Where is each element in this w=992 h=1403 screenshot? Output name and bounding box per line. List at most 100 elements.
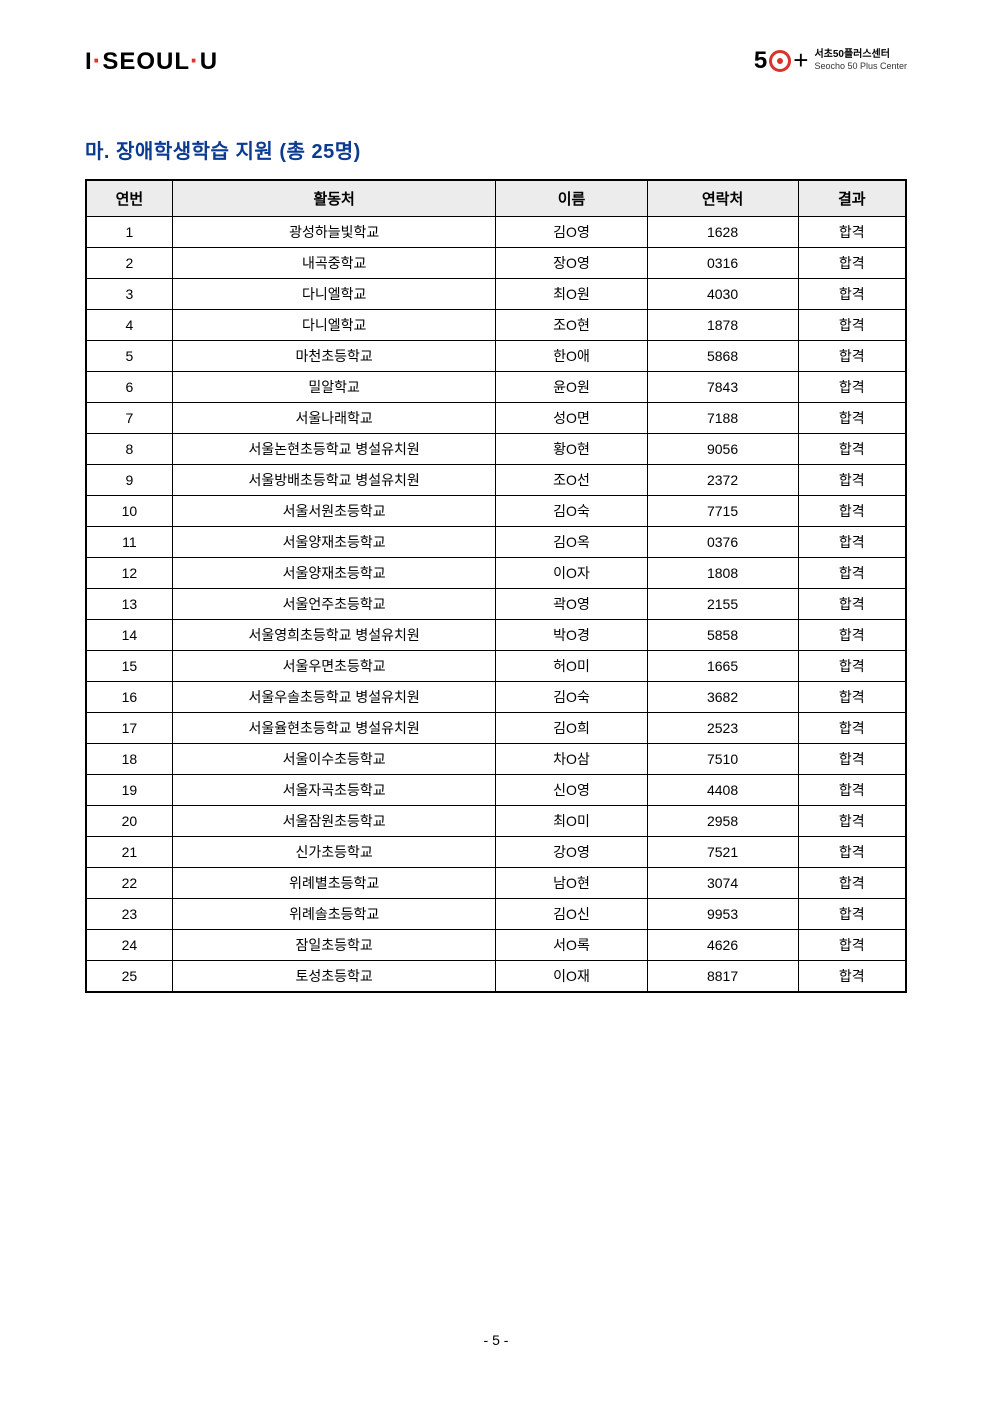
- cell-contact: 2523: [647, 713, 798, 744]
- cell-contact: 7510: [647, 744, 798, 775]
- cell-num: 8: [86, 434, 172, 465]
- cell-result: 합격: [798, 403, 906, 434]
- cell-place: 마천초등학교: [172, 341, 496, 372]
- table-row: 20서울잠원초등학교최O미2958합격: [86, 806, 906, 837]
- cell-place: 토성초등학교: [172, 961, 496, 993]
- cell-result: 합격: [798, 806, 906, 837]
- cell-num: 3: [86, 279, 172, 310]
- cell-place: 밀알학교: [172, 372, 496, 403]
- logo-name-kr: 서초50플러스센터: [814, 49, 907, 61]
- cell-num: 25: [86, 961, 172, 993]
- cell-name: 최O미: [496, 806, 647, 837]
- logo-plus-icon: +: [793, 45, 808, 76]
- cell-contact: 9056: [647, 434, 798, 465]
- section-title: 마. 장애학생학습 지원 (총 25명): [85, 135, 907, 164]
- cell-num: 24: [86, 930, 172, 961]
- cell-place: 다니엘학교: [172, 310, 496, 341]
- cell-num: 19: [86, 775, 172, 806]
- table-row: 25토성초등학교이O재8817합격: [86, 961, 906, 993]
- cell-num: 11: [86, 527, 172, 558]
- cell-contact: 2372: [647, 465, 798, 496]
- cell-num: 15: [86, 651, 172, 682]
- cell-contact: 5868: [647, 341, 798, 372]
- seoul-logo: I·SEOUL·U: [85, 45, 218, 76]
- table-row: 14서울영희초등학교 병설유치원박O경5858합격: [86, 620, 906, 651]
- table-row: 1광성하늘빛학교김O영1628합격: [86, 217, 906, 248]
- cell-name: 곽O영: [496, 589, 647, 620]
- table-row: 17서울율현초등학교 병설유치원김O희2523합격: [86, 713, 906, 744]
- cell-contact: 9953: [647, 899, 798, 930]
- table-row: 24잠일초등학교서O록4626합격: [86, 930, 906, 961]
- cell-place: 서울언주초등학교: [172, 589, 496, 620]
- cell-result: 합격: [798, 465, 906, 496]
- cell-num: 13: [86, 589, 172, 620]
- cell-contact: 0376: [647, 527, 798, 558]
- cell-num: 10: [86, 496, 172, 527]
- table-row: 15서울우면초등학교허O미1665합격: [86, 651, 906, 682]
- cell-num: 6: [86, 372, 172, 403]
- cell-name: 김O희: [496, 713, 647, 744]
- cell-place: 다니엘학교: [172, 279, 496, 310]
- table-row: 23위례솔초등학교김O신9953합격: [86, 899, 906, 930]
- cell-name: 서O록: [496, 930, 647, 961]
- col-header-name: 이름: [496, 180, 647, 217]
- cell-result: 합격: [798, 868, 906, 899]
- cell-contact: 2155: [647, 589, 798, 620]
- cell-num: 16: [86, 682, 172, 713]
- table-row: 5마천초등학교한O애5868합격: [86, 341, 906, 372]
- cell-place: 서울자곡초등학교: [172, 775, 496, 806]
- cell-name: 남O현: [496, 868, 647, 899]
- cell-num: 7: [86, 403, 172, 434]
- cell-name: 차O삼: [496, 744, 647, 775]
- cell-num: 22: [86, 868, 172, 899]
- cell-name: 김O숙: [496, 682, 647, 713]
- cell-name: 조O선: [496, 465, 647, 496]
- cell-place: 서울나래학교: [172, 403, 496, 434]
- logo-name-block: 서초50플러스센터 Seocho 50 Plus Center: [814, 49, 907, 72]
- cell-place: 서울양재초등학교: [172, 527, 496, 558]
- cell-result: 합격: [798, 341, 906, 372]
- cell-num: 20: [86, 806, 172, 837]
- cell-place: 서울논현초등학교 병설유치원: [172, 434, 496, 465]
- logo-circle-icon: [769, 50, 791, 72]
- table-row: 8서울논현초등학교 병설유치원황O현9056합격: [86, 434, 906, 465]
- cell-contact: 7521: [647, 837, 798, 868]
- cell-result: 합격: [798, 589, 906, 620]
- cell-result: 합격: [798, 217, 906, 248]
- cell-name: 허O미: [496, 651, 647, 682]
- table-row: 6밀알학교윤O원7843합격: [86, 372, 906, 403]
- logo-text-i: I: [85, 48, 93, 75]
- cell-name: 성O면: [496, 403, 647, 434]
- cell-contact: 3074: [647, 868, 798, 899]
- table-row: 21신가초등학교강O영7521합격: [86, 837, 906, 868]
- cell-contact: 7715: [647, 496, 798, 527]
- cell-contact: 0316: [647, 248, 798, 279]
- cell-result: 합격: [798, 775, 906, 806]
- cell-num: 12: [86, 558, 172, 589]
- table-row: 18서울이수초등학교차O삼7510합격: [86, 744, 906, 775]
- cell-place: 서울이수초등학교: [172, 744, 496, 775]
- page-number: - 5 -: [484, 1332, 509, 1348]
- cell-place: 광성하늘빛학교: [172, 217, 496, 248]
- table-body: 1광성하늘빛학교김O영1628합격2내곡중학교장O영0316합격3다니엘학교최O…: [86, 217, 906, 993]
- cell-contact: 1665: [647, 651, 798, 682]
- cell-name: 김O신: [496, 899, 647, 930]
- table-row: 10서울서원초등학교김O숙7715합격: [86, 496, 906, 527]
- logo-digit-5: 5: [754, 47, 767, 75]
- cell-place: 서울방배초등학교 병설유치원: [172, 465, 496, 496]
- results-table: 연번 활동처 이름 연락처 결과 1광성하늘빛학교김O영1628합격2내곡중학교…: [85, 179, 907, 993]
- cell-result: 합격: [798, 961, 906, 993]
- logo-text-seoul: SEOUL: [102, 48, 190, 75]
- cell-contact: 7188: [647, 403, 798, 434]
- cell-name: 최O원: [496, 279, 647, 310]
- cell-num: 9: [86, 465, 172, 496]
- logo-dot-2: ·: [190, 45, 200, 75]
- cell-name: 장O영: [496, 248, 647, 279]
- table-row: 16서울우솔초등학교 병설유치원김O숙3682합격: [86, 682, 906, 713]
- col-header-contact: 연락처: [647, 180, 798, 217]
- cell-contact: 8817: [647, 961, 798, 993]
- cell-contact: 7843: [647, 372, 798, 403]
- seocho-50plus-logo: 5 + 서초50플러스센터 Seocho 50 Plus Center: [754, 45, 907, 76]
- cell-place: 위례별초등학교: [172, 868, 496, 899]
- cell-num: 21: [86, 837, 172, 868]
